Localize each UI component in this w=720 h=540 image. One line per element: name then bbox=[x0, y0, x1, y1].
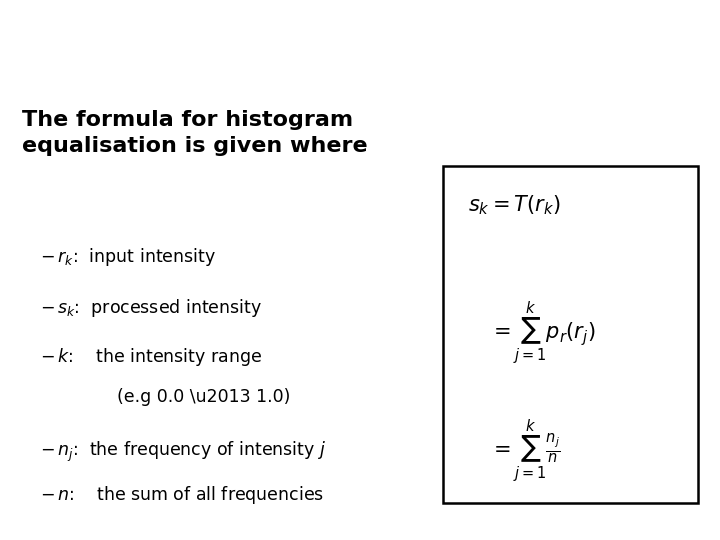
Text: Histogram Equalisation: Histogram Equalisation bbox=[186, 22, 588, 51]
FancyBboxPatch shape bbox=[443, 166, 698, 503]
Text: $-\,s_k$:  processed intensity: $-\,s_k$: processed intensity bbox=[40, 297, 261, 319]
Text: $-\,n$:    the sum of all frequencies: $-\,n$: the sum of all frequencies bbox=[40, 484, 323, 506]
Text: (e.g 0.0 \u2013 1.0): (e.g 0.0 \u2013 1.0) bbox=[40, 388, 290, 406]
Text: 35
of
45: 35 of 45 bbox=[18, 15, 36, 58]
Text: $s_k = T(r_k)$: $s_k = T(r_k)$ bbox=[468, 193, 561, 217]
Text: $-\,k$:    the intensity range: $-\,k$: the intensity range bbox=[40, 346, 261, 368]
Text: $-\,r_k$:  input intensity: $-\,r_k$: input intensity bbox=[40, 246, 215, 268]
Text: The formula for histogram
equalisation is given where: The formula for histogram equalisation i… bbox=[22, 110, 367, 156]
Text: $= \sum_{j=1}^{k} p_r(r_j)$: $= \sum_{j=1}^{k} p_r(r_j)$ bbox=[489, 301, 595, 367]
Text: $= \sum_{j=1}^{k} \frac{n_j}{n}$: $= \sum_{j=1}^{k} \frac{n_j}{n}$ bbox=[489, 418, 560, 484]
Text: $-\,n_j$:  the frequency of intensity $j$: $-\,n_j$: the frequency of intensity $j$ bbox=[40, 440, 325, 464]
